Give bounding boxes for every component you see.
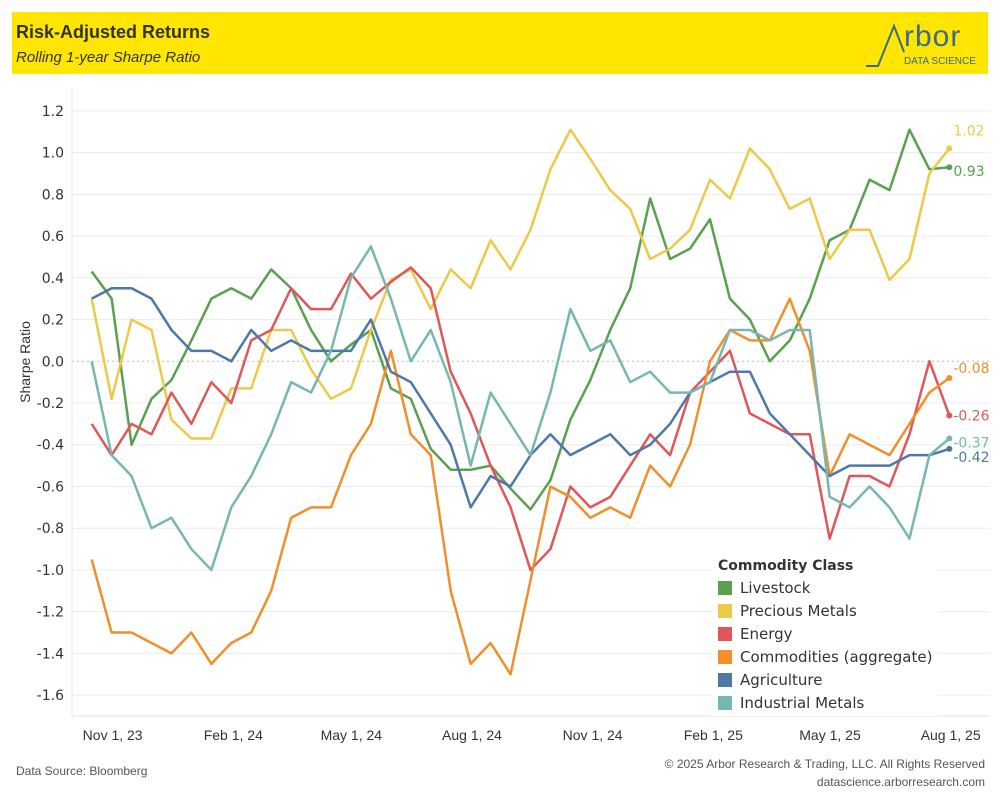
- x-tick-label: May 1, 25: [799, 727, 861, 743]
- legend-item-livestock[interactable]: Livestock: [718, 576, 932, 599]
- end-labels: 0.93 1.02 -0.26 -0.08 -0.42-0.37: [953, 123, 989, 465]
- series-line-livestock: [90, 128, 950, 511]
- y-tick-label: -0.8: [37, 521, 64, 537]
- x-tick-label: Aug 1, 25: [921, 727, 981, 743]
- end-label-agriculture: -0.42: [953, 450, 989, 466]
- end-label-livestock: 0.93: [953, 164, 984, 180]
- legend-item-commodities-aggregate[interactable]: Commodities (aggregate): [718, 645, 932, 668]
- end-point-industrial-metals: [946, 435, 953, 442]
- end-point-agriculture: [946, 445, 953, 452]
- y-tick-label: -0.6: [37, 479, 64, 495]
- legend-item-agriculture[interactable]: Agriculture: [718, 668, 932, 691]
- website-link[interactable]: datascience.arborresearch.com: [816, 775, 985, 789]
- legend-swatch: [718, 626, 732, 641]
- legend-swatch: [718, 580, 732, 595]
- y-tick-label: 0.2: [42, 313, 64, 329]
- legend-label: Livestock: [740, 578, 811, 597]
- y-tick-label: 0.0: [42, 354, 64, 370]
- legend-swatch: [718, 603, 732, 618]
- y-tick-label: 0.4: [42, 271, 64, 287]
- legend: Commodity Class Livestock Precious Metals…: [712, 556, 939, 716]
- y-tick-label: -1.0: [37, 563, 64, 579]
- end-label-precious-metals: 1.02: [953, 123, 984, 139]
- legend-item-precious-metals[interactable]: Precious Metals: [718, 599, 932, 622]
- legend-label: Agriculture: [740, 670, 823, 689]
- legend-swatch: [718, 649, 732, 664]
- end-label-energy: -0.26: [953, 409, 989, 425]
- end-label-industrial-metals: -0.37: [953, 435, 989, 451]
- y-axis-label: Sharpe Ratio: [17, 321, 33, 403]
- y-tick-label: -0.2: [37, 396, 64, 412]
- y-tick-label: -1.4: [37, 646, 64, 662]
- chart-title: Risk-Adjusted Returns: [16, 22, 211, 42]
- legend-item-industrial-metals[interactable]: Industrial Metals: [718, 691, 932, 714]
- y-tick-label: -0.4: [37, 438, 64, 454]
- y-tick-label: 0.8: [42, 187, 64, 203]
- legend-label: Commodities (aggregate): [740, 647, 933, 666]
- x-tick-label: Nov 1, 24: [563, 727, 623, 743]
- series-line-commodities-aggregate: [90, 297, 951, 676]
- series-lines: [90, 128, 953, 676]
- end-point-commodities-aggregate: [946, 374, 953, 381]
- y-tick-label: -1.6: [37, 688, 64, 704]
- logo-word: rbor: [904, 20, 962, 53]
- y-tick-label: -1.2: [37, 605, 64, 621]
- end-point-precious-metals: [946, 145, 953, 152]
- legend-label: Energy: [740, 624, 793, 643]
- series-line-agriculture: [91, 286, 950, 509]
- x-tick-label: Feb 1, 25: [684, 727, 743, 743]
- legend-label: Precious Metals: [740, 601, 857, 620]
- y-tick-label: 1.2: [42, 104, 64, 120]
- series-line-industrial-metals: [90, 245, 951, 572]
- x-tick-label: Aug 1, 24: [442, 727, 502, 743]
- x-tick-label: May 1, 24: [321, 727, 383, 743]
- series-line-precious-metals: [90, 128, 951, 440]
- header-banner: Risk-Adjusted Returns Rolling 1-year Sha…: [12, 12, 988, 74]
- x-tick-label: Feb 1, 24: [204, 727, 263, 743]
- legend-swatch: [718, 672, 732, 687]
- end-point-energy: [946, 412, 953, 419]
- series-line-energy: [90, 266, 951, 572]
- arbor-logo-icon: [866, 23, 905, 67]
- y-axis-ticks: 1.2 1.0 0.8 0.6 0.4 0.2 0.0 -0.2 -0.4 -0.6 -0.8 -1.…: [37, 104, 64, 704]
- end-point-livestock: [946, 164, 953, 171]
- logo-subtitle: DATA SCIENCE: [904, 56, 976, 67]
- x-axis-ticks: Nov 1, 23 Feb 1, 24 May 1, 24 Aug 1, 24 Nov …: [83, 727, 981, 743]
- chart-subtitle: Rolling 1-year Sharpe Ratio: [16, 49, 201, 66]
- footer-credits: © 2025 Arbor Research & Trading, LLC. Al…: [665, 755, 985, 791]
- end-label-commodities-aggregate: -0.08: [953, 361, 989, 377]
- arbor-logo: rbor DATA SCIENCE: [864, 20, 984, 70]
- y-tick-label: 1.0: [42, 146, 64, 162]
- legend-label: Industrial Metals: [740, 693, 865, 712]
- legend-swatch: [718, 695, 732, 710]
- data-source: Data Source: Bloomberg: [16, 764, 148, 778]
- legend-item-energy[interactable]: Energy: [718, 622, 932, 645]
- legend-title: Commodity Class: [718, 558, 854, 574]
- x-tick-label: Nov 1, 23: [83, 727, 143, 743]
- y-tick-label: 0.6: [42, 229, 64, 245]
- copyright: © 2025 Arbor Research & Trading, LLC. Al…: [664, 757, 985, 771]
